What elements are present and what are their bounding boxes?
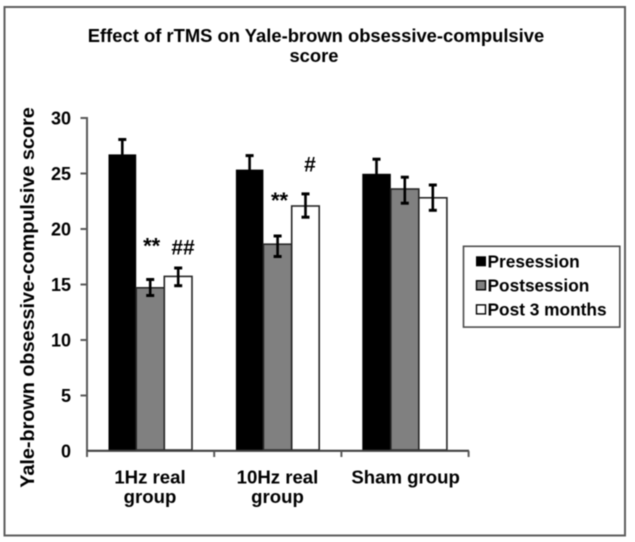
svg-text:group: group: [251, 486, 304, 507]
svg-text:15: 15: [51, 275, 71, 295]
svg-text:1Hz real: 1Hz real: [114, 467, 185, 488]
svg-text:10: 10: [51, 331, 71, 351]
svg-text:score: score: [289, 45, 338, 66]
svg-text:0: 0: [61, 442, 71, 462]
svg-text:Yale-brown obsessive-compulsiv: Yale-brown obsessive-compulsive score: [17, 107, 39, 487]
svg-text:Effect of rTMS on Yale-brown o: Effect of rTMS on Yale-brown obsessive-c…: [88, 25, 544, 46]
svg-text:20: 20: [51, 220, 71, 240]
svg-text:Post 3 months: Post 3 months: [488, 300, 607, 320]
svg-text:group: group: [124, 486, 177, 507]
svg-text:Sham group: Sham group: [351, 467, 459, 488]
svg-text:##: ##: [171, 237, 195, 260]
svg-text:30: 30: [51, 109, 71, 129]
svg-text:**: **: [143, 234, 161, 259]
svg-text:10Hz real: 10Hz real: [237, 467, 319, 488]
svg-text:Postsession: Postsession: [488, 276, 590, 296]
svg-text:5: 5: [61, 386, 71, 406]
svg-text:**: **: [271, 188, 289, 213]
svg-text:25: 25: [51, 164, 71, 184]
svg-text:Presession: Presession: [488, 252, 580, 272]
svg-text:#: #: [304, 154, 316, 177]
